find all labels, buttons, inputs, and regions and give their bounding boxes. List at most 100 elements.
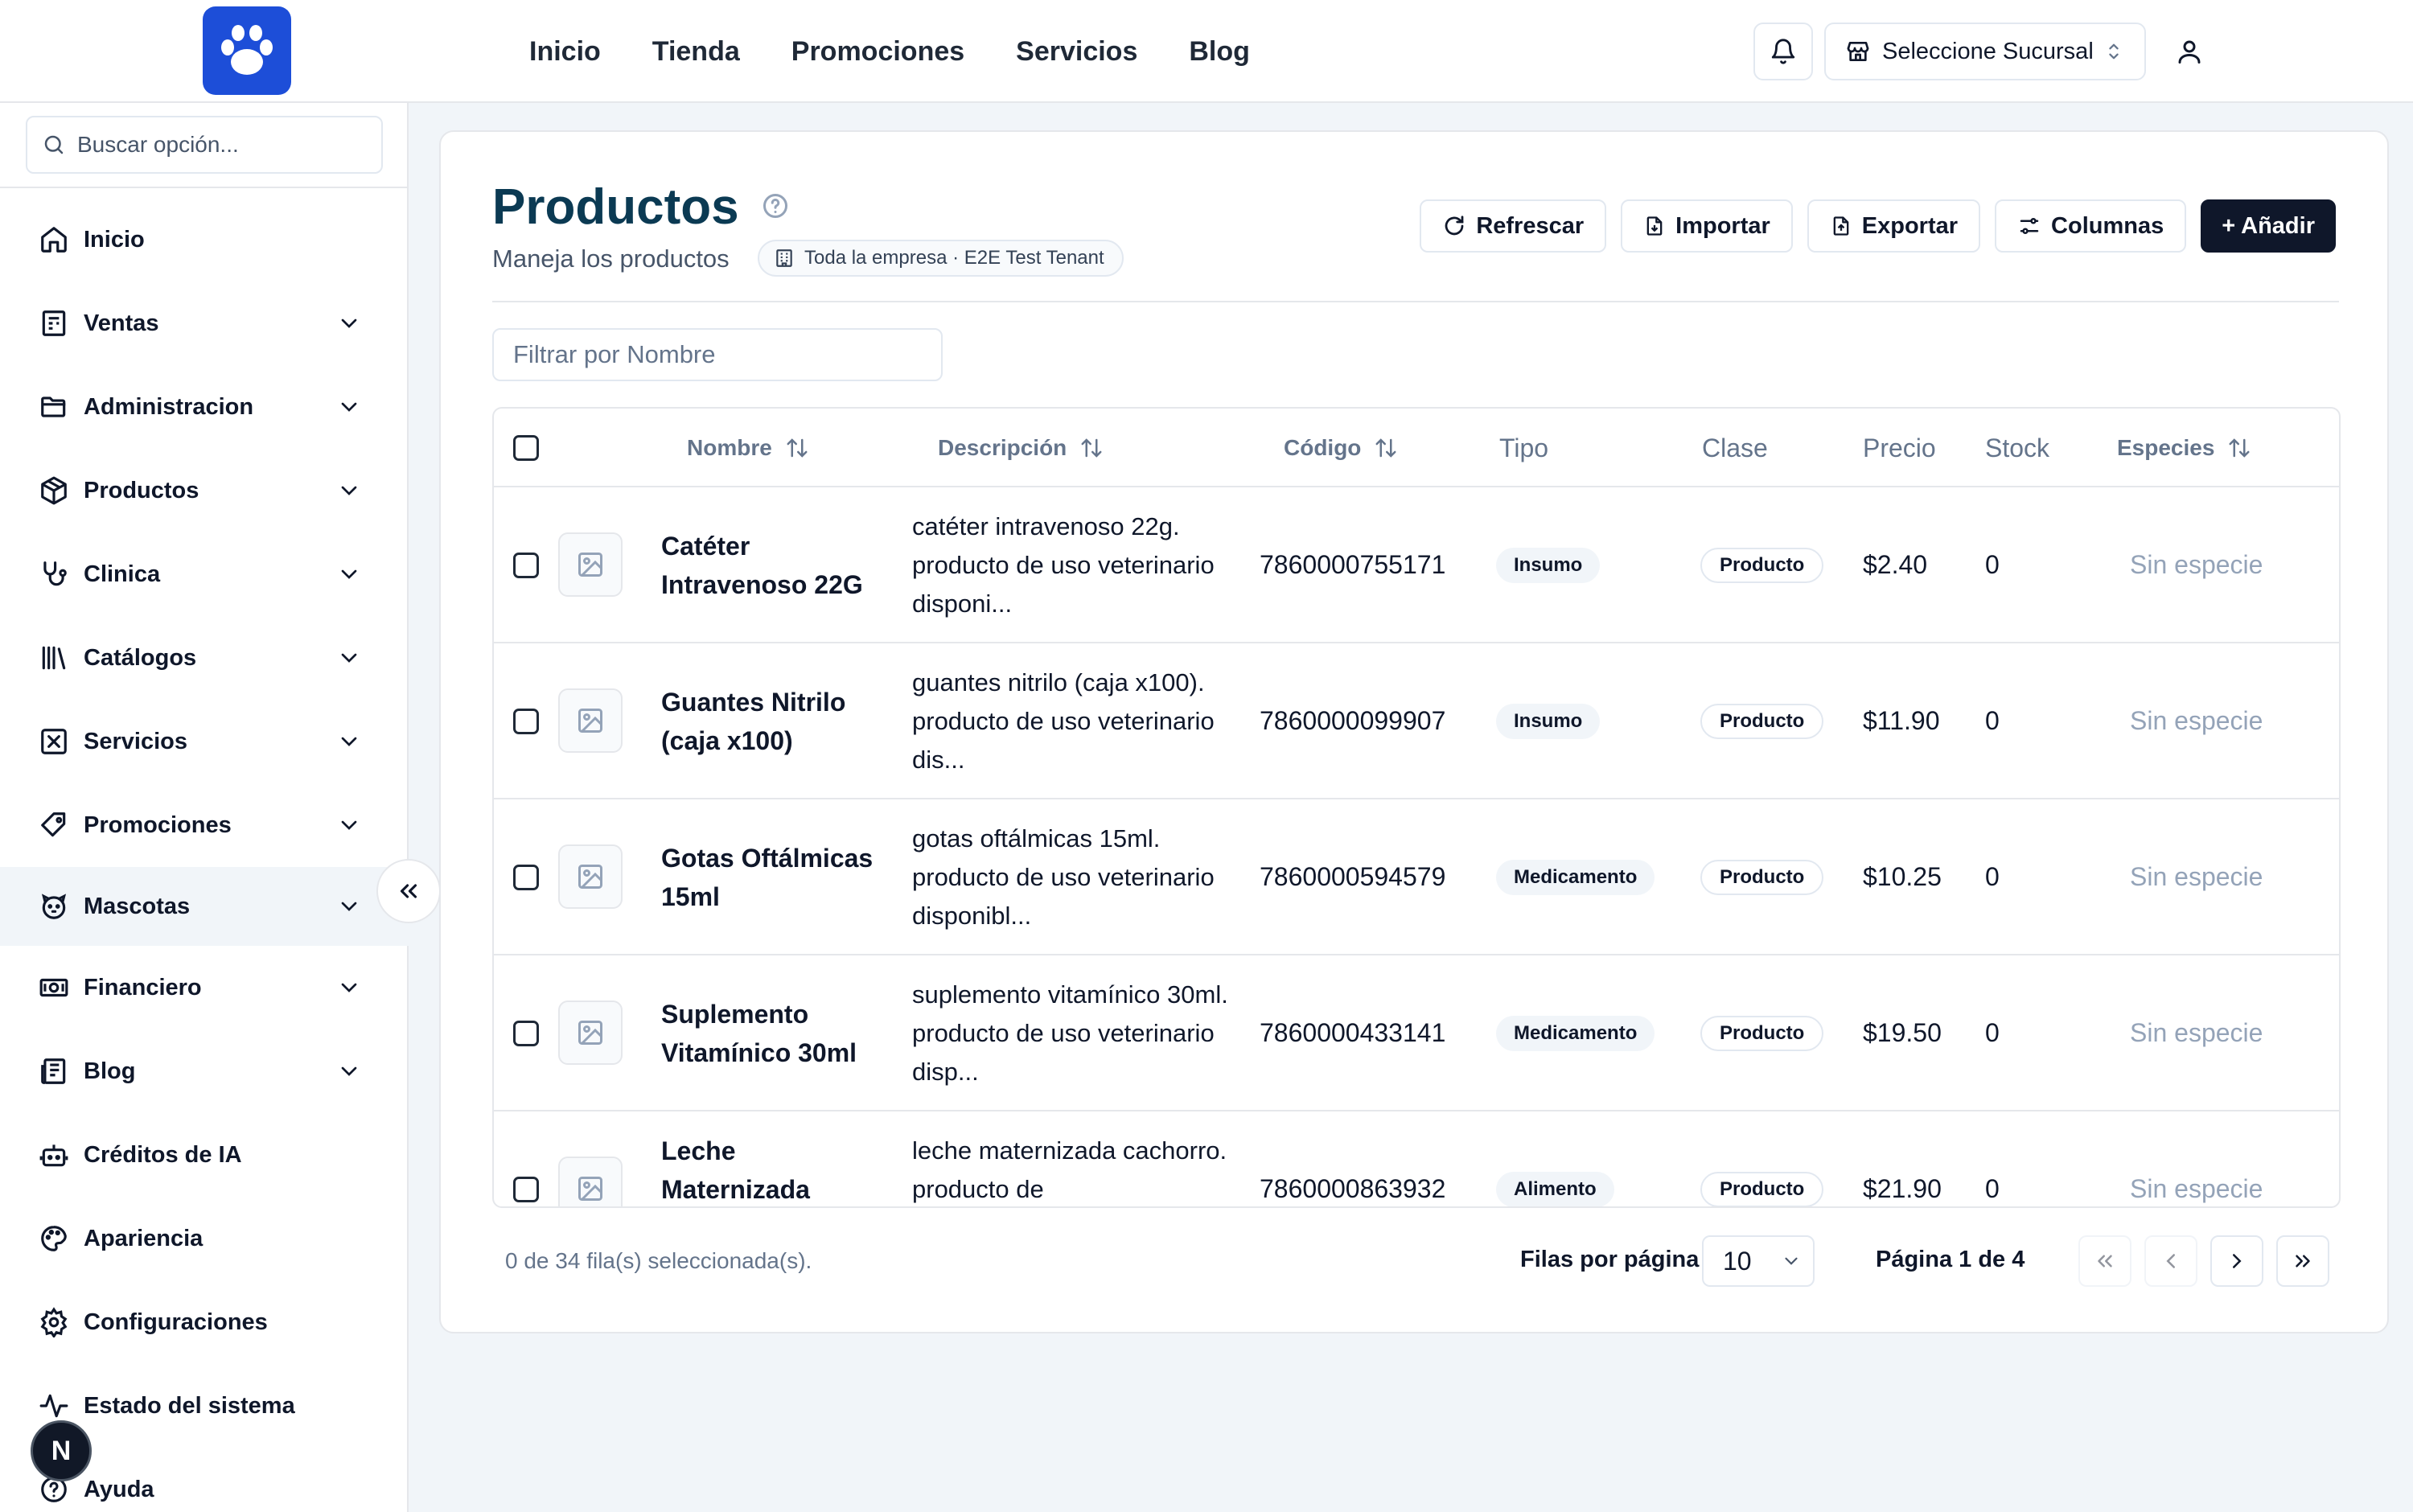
user-menu-button[interactable] [2160,23,2218,80]
next-page-button[interactable] [2210,1235,2263,1287]
sidebar-item-financiero[interactable]: Financiero [0,946,409,1029]
page-title: Productos [492,179,739,235]
package-icon [37,474,71,507]
class-badge: Producto [1700,704,1824,739]
sidebar-item-creditos-ia[interactable]: Créditos de IA [0,1113,409,1197]
stethoscope-icon [37,557,71,591]
sidebar-item-administracion[interactable]: Administracion [0,365,409,449]
sidebar-item-clinica[interactable]: Clinica [0,532,409,616]
first-page-button[interactable] [2078,1235,2131,1287]
sidebar-item-label: Productos [84,477,199,503]
paw-logo-icon[interactable] [203,6,291,95]
chevron-down-icon [341,653,357,663]
import-label: Importar [1675,212,1770,239]
folder-icon [37,390,71,424]
sidebar-item-label: Ventas [84,310,159,336]
chevron-down-icon [341,737,357,746]
column-header-code[interactable]: Código [1284,409,1398,487]
add-button[interactable]: + Añadir [2201,199,2336,253]
page-indicator: Página 1 de 4 [1876,1247,2025,1272]
product-stock: 0 [1985,1018,2000,1047]
sidebar-item-configuraciones[interactable]: Configuraciones [0,1280,409,1364]
class-badge: Producto [1700,548,1824,583]
last-page-button[interactable] [2276,1235,2329,1287]
collapse-sidebar-button[interactable] [376,859,441,923]
row-checkbox[interactable] [513,1021,539,1046]
product-code: 7860000433141 [1260,1018,1446,1047]
refresh-button[interactable]: Refrescar [1420,199,1607,253]
help-circle-icon[interactable] [761,191,790,220]
row-checkbox[interactable] [513,1177,539,1202]
chevrons-up-down-icon [2109,43,2119,60]
sidebar-item-productos[interactable]: Productos [0,449,409,532]
row-checkbox[interactable] [513,709,539,734]
import-button[interactable]: Importar [1621,199,1793,253]
table-row[interactable]: Guantes Nitrilo (caja x100) guantes nitr… [494,643,2339,799]
dev-tools-badge[interactable]: N [31,1420,92,1481]
filter-name-input[interactable] [513,340,915,369]
library-icon [37,641,71,675]
refresh-label: Refrescar [1476,212,1585,239]
sidebar-item-label: Blog [84,1058,136,1084]
export-button[interactable]: Exportar [1807,199,1981,253]
previous-page-button[interactable] [2144,1235,2197,1287]
sidebar-item-inicio[interactable]: Inicio [0,198,409,281]
scope-label: Toda la empresa · E2E Test Tenant [804,247,1104,269]
type-badge: Insumo [1496,548,1601,583]
product-description: leche maternizada cachorro. producto de [912,1136,1227,1203]
products-table: Nombre Descripción Código Tipo Clase Pre… [492,407,2341,1208]
branch-selector[interactable]: Seleccione Sucursal [1824,23,2146,80]
sidebar-divider [0,187,409,188]
sidebar-item-label: Inicio [84,226,145,253]
column-label: Descripción [938,435,1067,460]
sidebar: Inicio Ventas Administracion Productos [0,103,409,1512]
sort-icon [2229,438,2250,458]
table-row[interactable]: Leche Maternizada leche maternizada cach… [494,1111,2339,1206]
table-row[interactable]: Suplemento Vitamínico 30ml suplemento vi… [494,955,2339,1111]
table-row[interactable]: Gotas Oftálmicas 15ml gotas oftálmicas 1… [494,799,2339,955]
banknote-icon [37,971,71,1005]
sidebar-item-estado-sistema[interactable]: Estado del sistema [0,1364,409,1448]
column-header-species[interactable]: Especies [2117,409,2251,487]
product-code: 7860000755171 [1260,550,1446,579]
product-description: gotas oftálmicas 15ml. producto de uso v… [912,824,1215,930]
product-stock: 0 [1985,550,2000,579]
sidebar-item-mascotas[interactable]: Mascotas [0,867,409,946]
sort-icon [1375,438,1396,458]
pet-icon [37,890,71,923]
row-checkbox[interactable] [513,865,539,890]
table-row[interactable]: Catéter Intravenoso 22G catéter intraven… [494,487,2339,643]
top-nav: Inicio Tienda Promociones Servicios Blog [529,0,1301,103]
select-all-checkbox[interactable] [513,435,539,461]
column-header-description[interactable]: Descripción [938,409,1104,487]
sidebar-item-servicios[interactable]: Servicios [0,700,409,783]
sidebar-item-promociones[interactable]: Promociones [0,783,409,867]
column-label: Clase [1702,433,1768,462]
nav-blog[interactable]: Blog [1189,35,1250,67]
rows-per-page-label: Filas por página [1520,1247,1700,1272]
sidebar-item-blog[interactable]: Blog [0,1029,409,1113]
column-header-name[interactable]: Nombre [687,409,809,487]
sidebar-item-label: Administracion [84,393,254,420]
product-code: 7860000594579 [1260,862,1446,891]
select-all-cell [513,409,539,487]
sidebar-item-catalogos[interactable]: Catálogos [0,616,409,700]
add-label: + Añadir [2222,212,2315,239]
bot-icon [37,1138,71,1172]
column-label: Especies [2117,435,2215,460]
class-badge: Producto [1700,860,1824,895]
columns-button[interactable]: Columnas [1995,199,2187,253]
rows-per-page-select[interactable]: 10 [1702,1235,1815,1287]
row-checkbox[interactable] [513,553,539,578]
nav-tienda[interactable]: Tienda [652,35,740,67]
sidebar-item-apariencia[interactable]: Apariencia [0,1197,409,1280]
notifications-button[interactable] [1753,23,1813,80]
nav-promociones[interactable]: Promociones [791,35,965,67]
nav-servicios[interactable]: Servicios [1016,35,1138,67]
product-species: Sin especie [2130,706,2263,735]
sidebar-item-ventas[interactable]: Ventas [0,281,409,365]
product-description: suplemento vitamínico 30ml. producto de … [912,980,1228,1086]
sidebar-search-input[interactable] [77,132,367,158]
nav-inicio[interactable]: Inicio [529,35,601,67]
product-code: 7860000863932 [1260,1174,1446,1203]
